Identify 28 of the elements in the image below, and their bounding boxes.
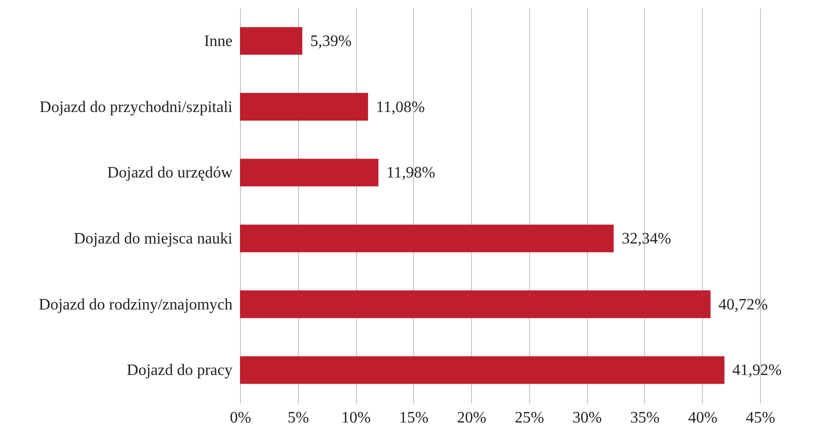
x-tick-label: 40% [688,410,718,426]
x-tick-label: 0% [230,410,252,426]
bar [240,158,378,186]
data-label: 40,72% [718,296,768,314]
data-label: 11,98% [386,164,436,182]
y-tick-label: Dojazd do przychodni/szpitali [40,98,234,116]
y-tick-label: Dojazd do pracy [126,362,232,380]
bar [240,290,711,318]
data-label: 41,92% [732,362,782,380]
x-tick-label: 15% [399,410,428,426]
y-tick-label: Dojazd do miejsca nauki [74,230,234,248]
y-tick-label: Dojazd do urzędów [107,164,233,182]
bar [240,356,724,384]
data-label: 32,34% [622,230,672,248]
data-label: 5,39% [310,32,352,50]
y-tick-label: Dojazd do rodziny/znajomych [38,296,232,314]
x-tick-label: 45% [746,410,776,426]
x-tick-label: 25% [514,410,544,426]
x-tick-label: 20% [456,410,486,426]
data-label: 11,08% [376,98,425,116]
bar [240,92,368,121]
bar [240,224,614,252]
x-tick-label: 5% [288,410,309,426]
x-tick-label: 30% [572,410,602,426]
x-tick-label: 10% [341,410,371,426]
bar [240,27,302,55]
x-tick-label: 35% [630,410,660,426]
y-tick-label: Inne [204,32,232,50]
